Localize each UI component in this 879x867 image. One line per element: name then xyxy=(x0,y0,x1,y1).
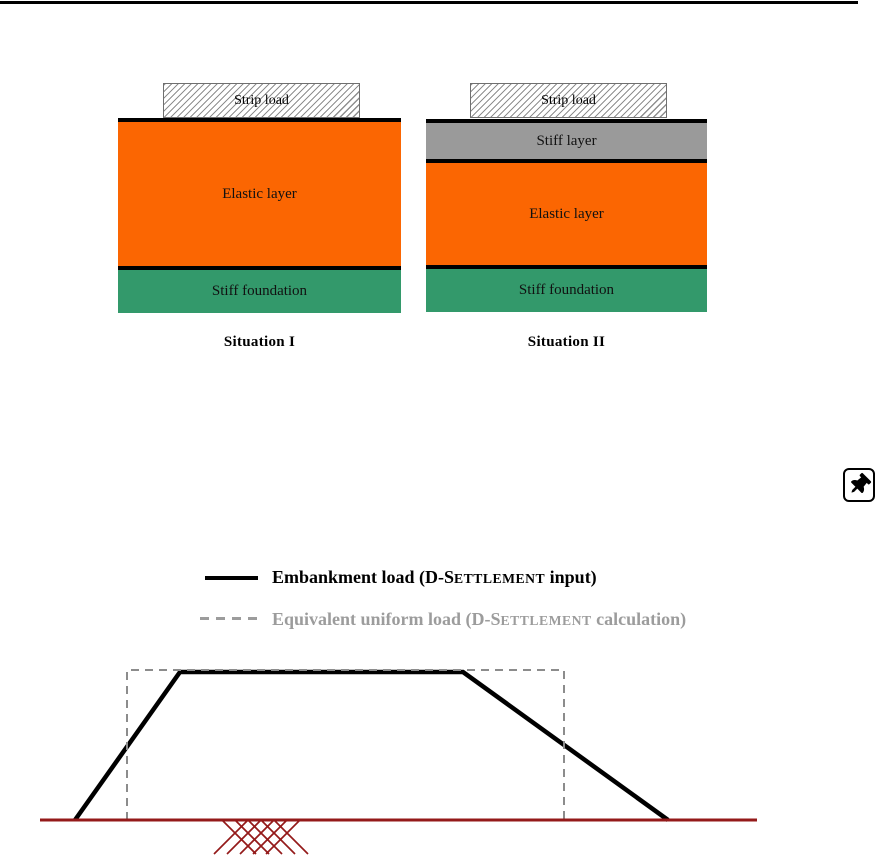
pushpin-icon xyxy=(851,472,872,494)
figure-situation-1-soil-body: Elastic layer Stiff foundation xyxy=(118,118,401,313)
stiff-foundation-layer: Stiff foundation xyxy=(118,270,401,313)
caption-situation-2: Situation II xyxy=(527,334,606,350)
legend-label-smallcaps: ETTLEMENT xyxy=(454,571,546,586)
layer-divider-line xyxy=(426,265,707,269)
page-header-rule xyxy=(0,1,858,4)
strip-load-box: Strip load xyxy=(470,83,667,118)
embankment-load-figure xyxy=(40,669,757,855)
figure-situation-1-strip-load: Strip load xyxy=(163,83,360,118)
strip-load-label: Strip load xyxy=(234,92,289,108)
layer-divider-line xyxy=(118,266,401,270)
stiff-layer-label: Stiff layer xyxy=(536,132,597,149)
legend-label-smallcaps: ETTLEMENT xyxy=(500,613,592,628)
equivalent-load-outline xyxy=(126,669,565,820)
legend-label-equivalent-uniform-load: Equivalent uniform load (D-SETTLEMENT ca… xyxy=(272,609,686,630)
stiff-foundation-layer: Stiff foundation xyxy=(426,269,707,312)
pushpin-annotation-button[interactable] xyxy=(843,468,875,502)
layer-divider-line xyxy=(426,159,707,163)
soil-surface-line xyxy=(118,118,401,122)
stiff-layer: Stiff layer xyxy=(426,123,707,159)
elastic-layer: Elastic layer xyxy=(426,163,707,265)
embankment-outline xyxy=(73,669,670,822)
strip-load-box: Strip load xyxy=(163,83,360,118)
strip-load-label: Strip load xyxy=(541,92,596,108)
figure-situation-2-soil-body: Stiff layer Elastic layer Stiff foundati… xyxy=(426,119,707,312)
figure-situation-2-strip-load: Strip load xyxy=(470,83,667,118)
elastic-layer: Elastic layer xyxy=(118,122,401,266)
caption-situation-1: Situation I xyxy=(223,334,296,350)
soil-surface-line xyxy=(426,119,707,123)
stiff-foundation-label: Stiff foundation xyxy=(211,283,308,299)
legend-swatch-equivalent-load-line xyxy=(200,617,260,620)
legend-label-text: Equivalent uniform load (D-S xyxy=(272,609,501,629)
legend-label-text: Embankment load (D-S xyxy=(272,567,455,587)
legend-label-text: calculation) xyxy=(591,609,687,629)
legend-label-embankment-load: Embankment load (D-SETTLEMENT input) xyxy=(272,567,597,588)
foundation-hatch xyxy=(213,819,309,855)
elastic-layer-label: Elastic layer xyxy=(222,185,297,202)
legend-label-text: input) xyxy=(545,567,597,587)
legend-swatch-embankment-line xyxy=(205,576,258,580)
stiff-foundation-label: Stiff foundation xyxy=(518,282,615,298)
elastic-layer-label: Elastic layer xyxy=(529,205,604,222)
